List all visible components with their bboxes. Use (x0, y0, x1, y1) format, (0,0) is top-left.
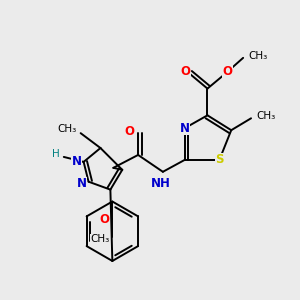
Text: CH₃: CH₃ (90, 234, 110, 244)
Text: S: S (215, 153, 224, 167)
Text: O: O (124, 125, 134, 138)
Text: O: O (99, 213, 110, 226)
Text: N: N (76, 177, 87, 190)
Text: O: O (181, 65, 191, 78)
Text: NH: NH (151, 177, 171, 190)
Text: CH₃: CH₃ (57, 124, 77, 134)
Text: H: H (52, 149, 60, 159)
Text: O: O (222, 65, 232, 78)
Text: CH₃: CH₃ (248, 51, 267, 61)
Text: CH₃: CH₃ (256, 111, 275, 121)
Text: N: N (72, 155, 82, 168)
Text: N: N (180, 122, 190, 135)
